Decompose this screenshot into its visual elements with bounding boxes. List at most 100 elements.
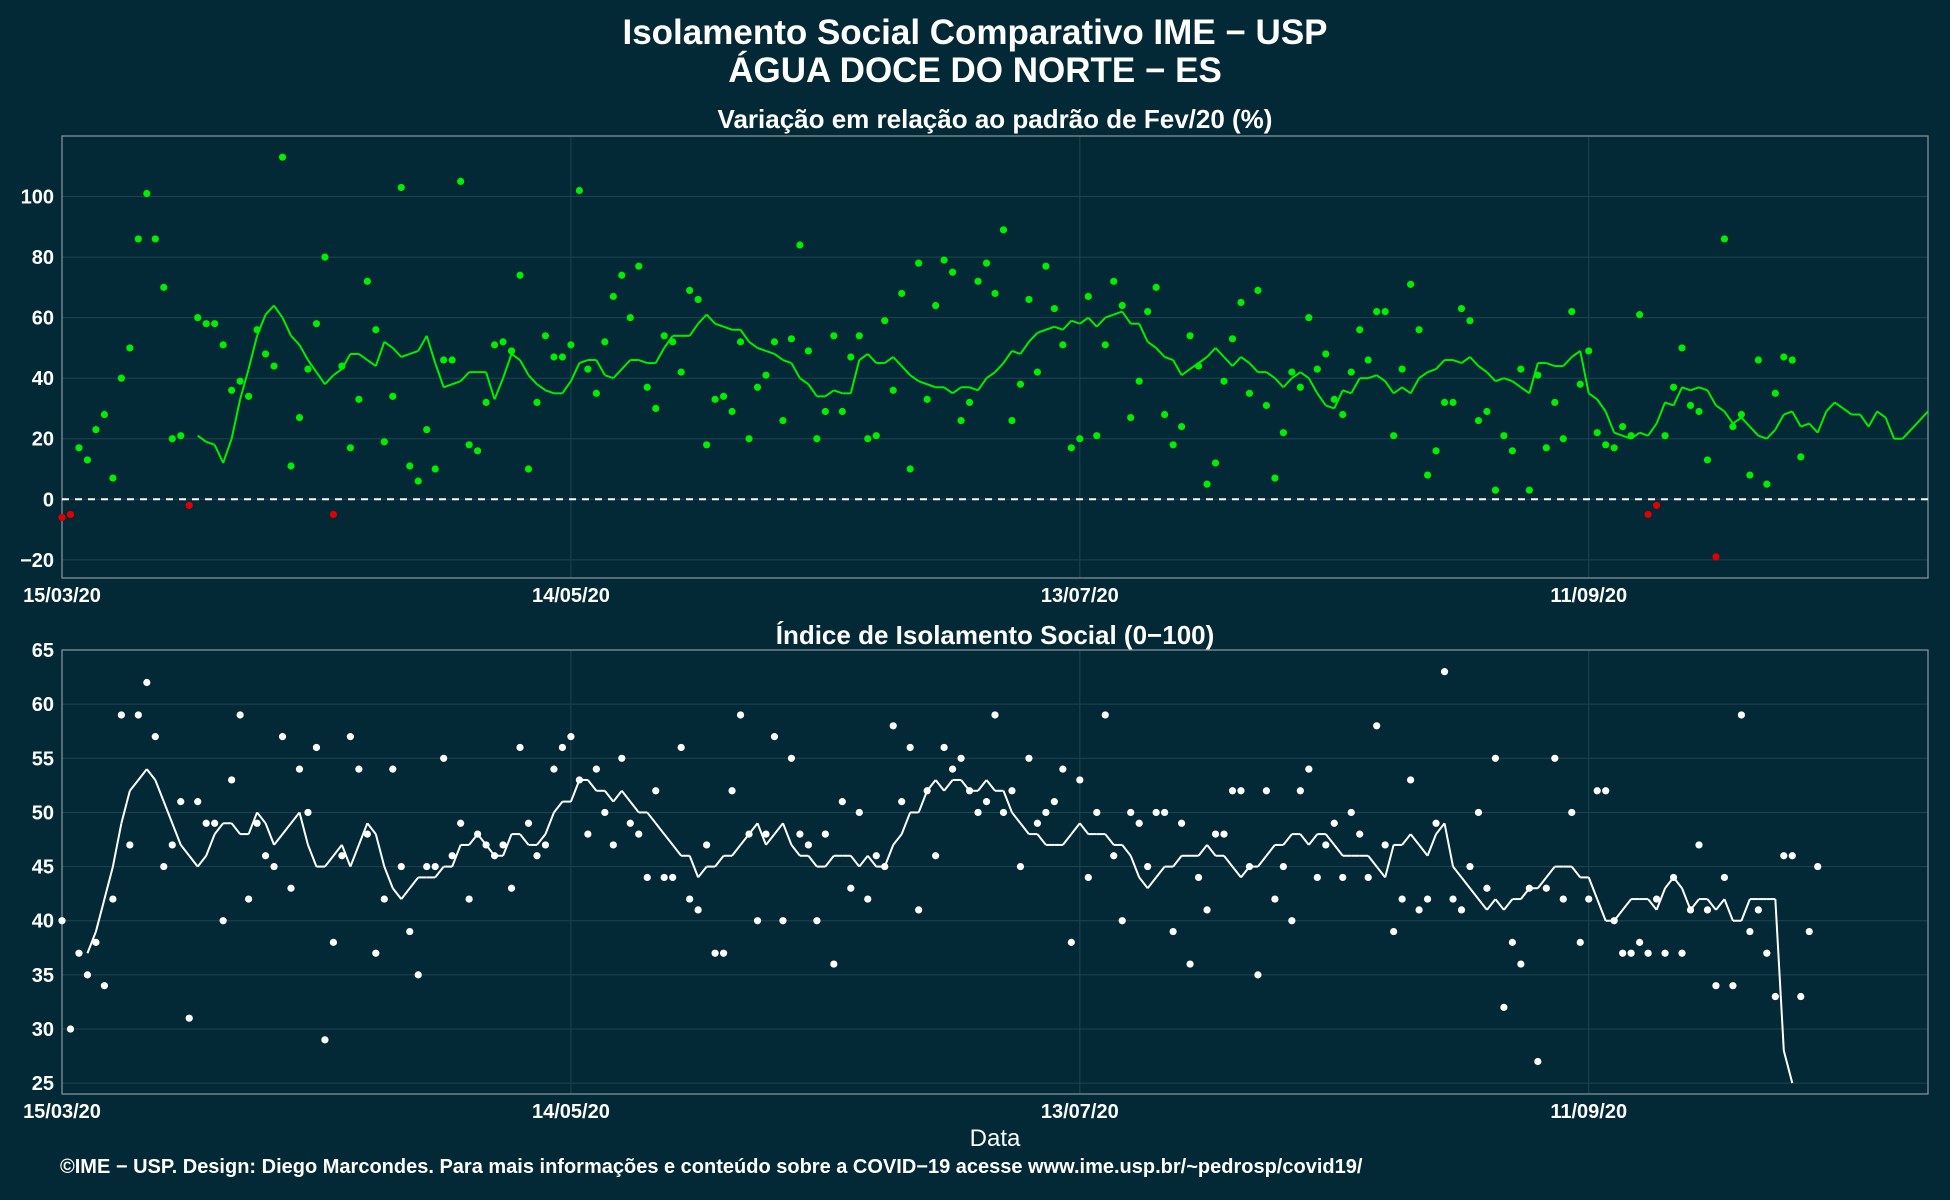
data-point (838, 798, 846, 806)
data-point (1398, 365, 1406, 373)
data-point (889, 722, 897, 730)
data-point (1559, 435, 1567, 443)
data-point (194, 314, 202, 322)
smoothed-line-segment (892, 833, 903, 846)
data-point (474, 447, 482, 455)
data-point (1084, 873, 1092, 882)
data-point (389, 765, 397, 773)
data-point (881, 862, 889, 871)
data-point (465, 441, 473, 449)
smoothed-line-segment (536, 833, 547, 846)
smoothed-line-segment (1376, 374, 1386, 383)
smoothed-line-segment (807, 855, 818, 868)
smoothed-line-segment (867, 353, 877, 364)
data-point (397, 862, 405, 871)
data-point (75, 444, 83, 452)
data-point (321, 1036, 329, 1044)
smoothed-line-segment (1138, 323, 1149, 343)
data-point (1093, 808, 1101, 817)
smoothed-line-segment (103, 866, 114, 900)
data-point (1237, 298, 1245, 307)
smoothed-line-segment (1426, 833, 1437, 857)
data-point (804, 841, 813, 849)
smoothed-line-segment (171, 822, 182, 846)
data-point (126, 841, 134, 849)
data-point (1313, 365, 1321, 373)
smoothed-line-segment (1723, 898, 1734, 922)
data-point (1576, 380, 1584, 388)
smoothed-line-segment (129, 779, 140, 792)
smoothed-line-segment (1138, 876, 1149, 889)
smoothed-line-segment (502, 353, 513, 379)
data-point (1245, 389, 1254, 397)
data-point (1322, 350, 1330, 358)
data-point (228, 776, 236, 784)
data-point (889, 386, 897, 394)
data-point (1279, 862, 1287, 871)
data-point (898, 798, 906, 806)
smoothed-line-segment (1520, 386, 1530, 395)
data-point (1737, 410, 1745, 419)
smoothed-line-segment (654, 347, 666, 364)
data-point (1339, 873, 1347, 882)
data-point (270, 362, 278, 370)
smoothed-line-segment (247, 335, 259, 370)
smoothed-line-segment (790, 844, 801, 857)
data-point (406, 927, 414, 936)
data-point (423, 862, 431, 871)
data-point (1245, 862, 1254, 871)
smoothed-line-segment (688, 323, 699, 337)
smoothed-line-segment (340, 844, 352, 867)
data-point (1746, 471, 1754, 479)
data-point (974, 277, 982, 285)
data-point (855, 808, 863, 817)
data-point (1644, 949, 1652, 957)
panel-title: Índice de Isolamento Social (0−100) (776, 620, 1215, 650)
data-point (1517, 365, 1525, 373)
data-point (490, 852, 499, 860)
smoothed-line-segment (1265, 371, 1276, 380)
data-point (304, 808, 312, 817)
smoothed-line-segment (213, 822, 224, 835)
data-point (821, 830, 829, 838)
smoothed-line-segment (977, 377, 988, 391)
data-point (499, 841, 507, 849)
data-point (1508, 938, 1516, 946)
data-point (295, 765, 304, 773)
data-point (1703, 906, 1712, 914)
data-point (295, 413, 304, 422)
smoothed-line-segment (587, 779, 598, 792)
smoothed-line-segment (833, 389, 843, 395)
smoothed-line-segment (196, 855, 207, 868)
smoothed-line-segment (1435, 822, 1446, 835)
smoothed-line-segment (459, 371, 470, 382)
data-point (626, 819, 634, 827)
smoothed-line-segment (1308, 833, 1319, 846)
data-point (1194, 873, 1203, 882)
smoothed-line-segment (688, 855, 700, 878)
data-point (83, 456, 92, 464)
smoothed-line-segment (1783, 410, 1793, 416)
data-point (1568, 808, 1576, 817)
data-point (1373, 307, 1381, 316)
smoothed-line-segment (1240, 356, 1251, 364)
smoothed-line-segment (807, 383, 818, 397)
smoothed-line-segment (197, 434, 207, 443)
smoothed-line-segment (1604, 411, 1616, 434)
data-point (669, 873, 677, 882)
data-point (168, 435, 176, 443)
smoothed-line-segment (1740, 898, 1751, 922)
smoothed-line-segment (502, 833, 513, 857)
data-point (1780, 353, 1788, 361)
smoothed-line-segment (222, 438, 233, 464)
data-point (75, 949, 83, 957)
data-point (194, 798, 202, 806)
y-tick-label: 60 (32, 308, 54, 330)
data-point (1686, 906, 1695, 914)
point-series (58, 668, 1822, 1066)
smoothed-line-segment (1469, 356, 1480, 367)
data-point (567, 733, 575, 741)
data-point (482, 398, 490, 407)
smoothed-line-segment (1774, 899, 1785, 1051)
data-point (1440, 668, 1449, 676)
